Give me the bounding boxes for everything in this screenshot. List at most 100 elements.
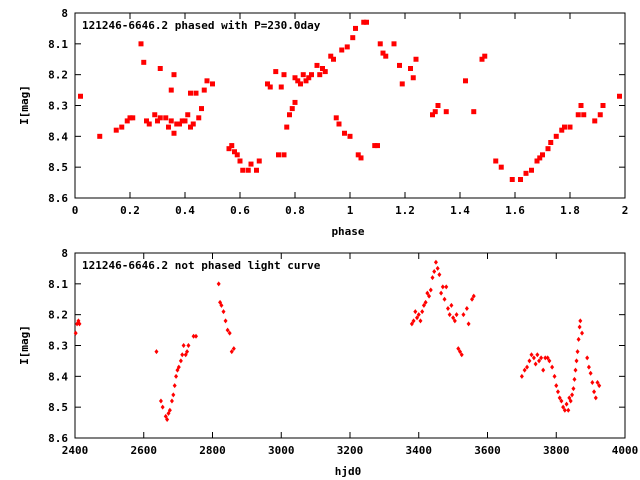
unphased-data-point [440, 284, 445, 290]
phased-x-tick-label: 0.8 [285, 204, 305, 217]
phased-data-point [146, 121, 152, 127]
phased-data-point [377, 41, 383, 47]
phased-data-point [190, 121, 196, 127]
phased-data-point [361, 19, 367, 25]
unphased-data-point [547, 358, 552, 364]
phased-data-point [548, 140, 554, 145]
phased-data-point [333, 115, 339, 121]
unphased-data-point [223, 318, 228, 324]
unphased-y-tick-label: 8.3 [48, 340, 68, 353]
unphased-data-point [409, 321, 414, 327]
unphased-data-point [435, 265, 440, 271]
phased-data-point [410, 75, 416, 81]
phased-data-point [309, 72, 314, 78]
unphased-data-point [529, 352, 534, 358]
phased-data-point [523, 170, 529, 176]
phased-data-point [163, 115, 169, 121]
phased-data-point [177, 121, 182, 127]
phased-data-point [347, 133, 353, 139]
phased-data-point [295, 78, 301, 84]
phased-data-point [281, 152, 287, 158]
phased-data-point [174, 121, 180, 127]
unphased-data-point [535, 352, 540, 358]
phased-data-point [303, 78, 309, 84]
phased-x-tick-label: 0.4 [175, 204, 195, 217]
unphased-data-point [225, 327, 230, 333]
unphased-x-tick-label: 3200 [337, 444, 364, 457]
phased-data-point [364, 19, 369, 25]
unphased-data-point [573, 367, 578, 373]
unphased-data-point [466, 321, 471, 327]
phased-data-point [344, 44, 350, 50]
unphased-data-point [158, 398, 163, 404]
phased-data-point [509, 177, 515, 182]
phased-y-tick-label: 8.5 [48, 161, 68, 174]
phased-data-point [432, 109, 438, 115]
phased-data-point [179, 118, 185, 124]
unphased-data-point [590, 380, 595, 385]
phased-data-point [138, 41, 144, 47]
unphased-data-point [433, 259, 438, 265]
unphased-data-point [154, 349, 159, 355]
unphased-data-point [561, 404, 566, 410]
unphased-data-point [458, 349, 462, 355]
phased-data-point [168, 87, 174, 93]
phased-data-point [413, 56, 419, 62]
unphased-data-point [564, 401, 569, 407]
unphased-data-point [181, 343, 186, 348]
unphased-data-point [595, 380, 600, 385]
unphased-data-point [562, 407, 567, 413]
unphased-data-point [550, 364, 555, 370]
phased-y-axis-title: I[mag] [18, 85, 31, 125]
phased-x-tick-label: 1.6 [505, 204, 525, 217]
unphased-data-point [415, 315, 420, 321]
unphased-data-point [180, 352, 185, 358]
unphased-data-point [420, 309, 425, 315]
unphased-data-point [543, 355, 548, 361]
phased-data-point [397, 62, 402, 68]
phased-data-point [193, 90, 199, 96]
unphased-data-point [165, 417, 170, 422]
phased-y-tick-label: 8.3 [48, 100, 68, 113]
phased-data-point [328, 53, 334, 59]
unphased-data-point [464, 306, 469, 311]
phased-data-point [575, 112, 581, 118]
unphased-data-point [571, 386, 576, 392]
unphased-data-point [559, 398, 564, 404]
phased-light-curve-panel: 0 0.2 0.4 0.6 0.8 1 1.2 1.4 1.6 1.8 2 8 8.1 8.2 8.3 8.4… [18, 7, 628, 238]
phased-data-point [306, 75, 312, 81]
phased-data-point [281, 72, 287, 78]
unphased-x-tick-label: 4000 [612, 444, 639, 457]
unphased-data-point [525, 364, 530, 370]
unphased-data-point [585, 355, 590, 361]
phased-data-point [529, 167, 534, 173]
phased-data-point [534, 158, 540, 164]
unphased-data-point [451, 315, 456, 321]
unphased-data-point [554, 383, 559, 389]
phased-data-point [380, 50, 386, 56]
unphased-data-point [574, 358, 579, 364]
phased-data-point [350, 35, 356, 41]
phased-x-tick-label: 0 [72, 204, 79, 217]
unphased-data-point [522, 367, 527, 373]
unphased-data-point [454, 312, 459, 318]
unphased-data-point [588, 370, 593, 376]
unphased-plot-title: 121246-6646.2 not phased light curve [82, 259, 321, 272]
phased-data-point [130, 115, 136, 121]
unphased-data-point [539, 355, 544, 361]
unphased-data-point [597, 383, 602, 389]
unphased-data-point [194, 333, 198, 339]
unphased-data-point [557, 395, 562, 401]
unphased-data-point [423, 299, 428, 305]
unphased-data-point [172, 383, 177, 389]
phased-data-point [482, 53, 488, 59]
unphased-data-point [568, 398, 573, 404]
unphased-y-tick-label: 8 [61, 247, 68, 260]
phased-data-point [562, 124, 567, 130]
unphased-data-point [185, 349, 190, 355]
phased-data-point [471, 109, 477, 115]
unphased-y-tick-label: 8.5 [48, 401, 68, 414]
phased-data-point [292, 99, 298, 105]
phased-data-point [240, 167, 246, 173]
